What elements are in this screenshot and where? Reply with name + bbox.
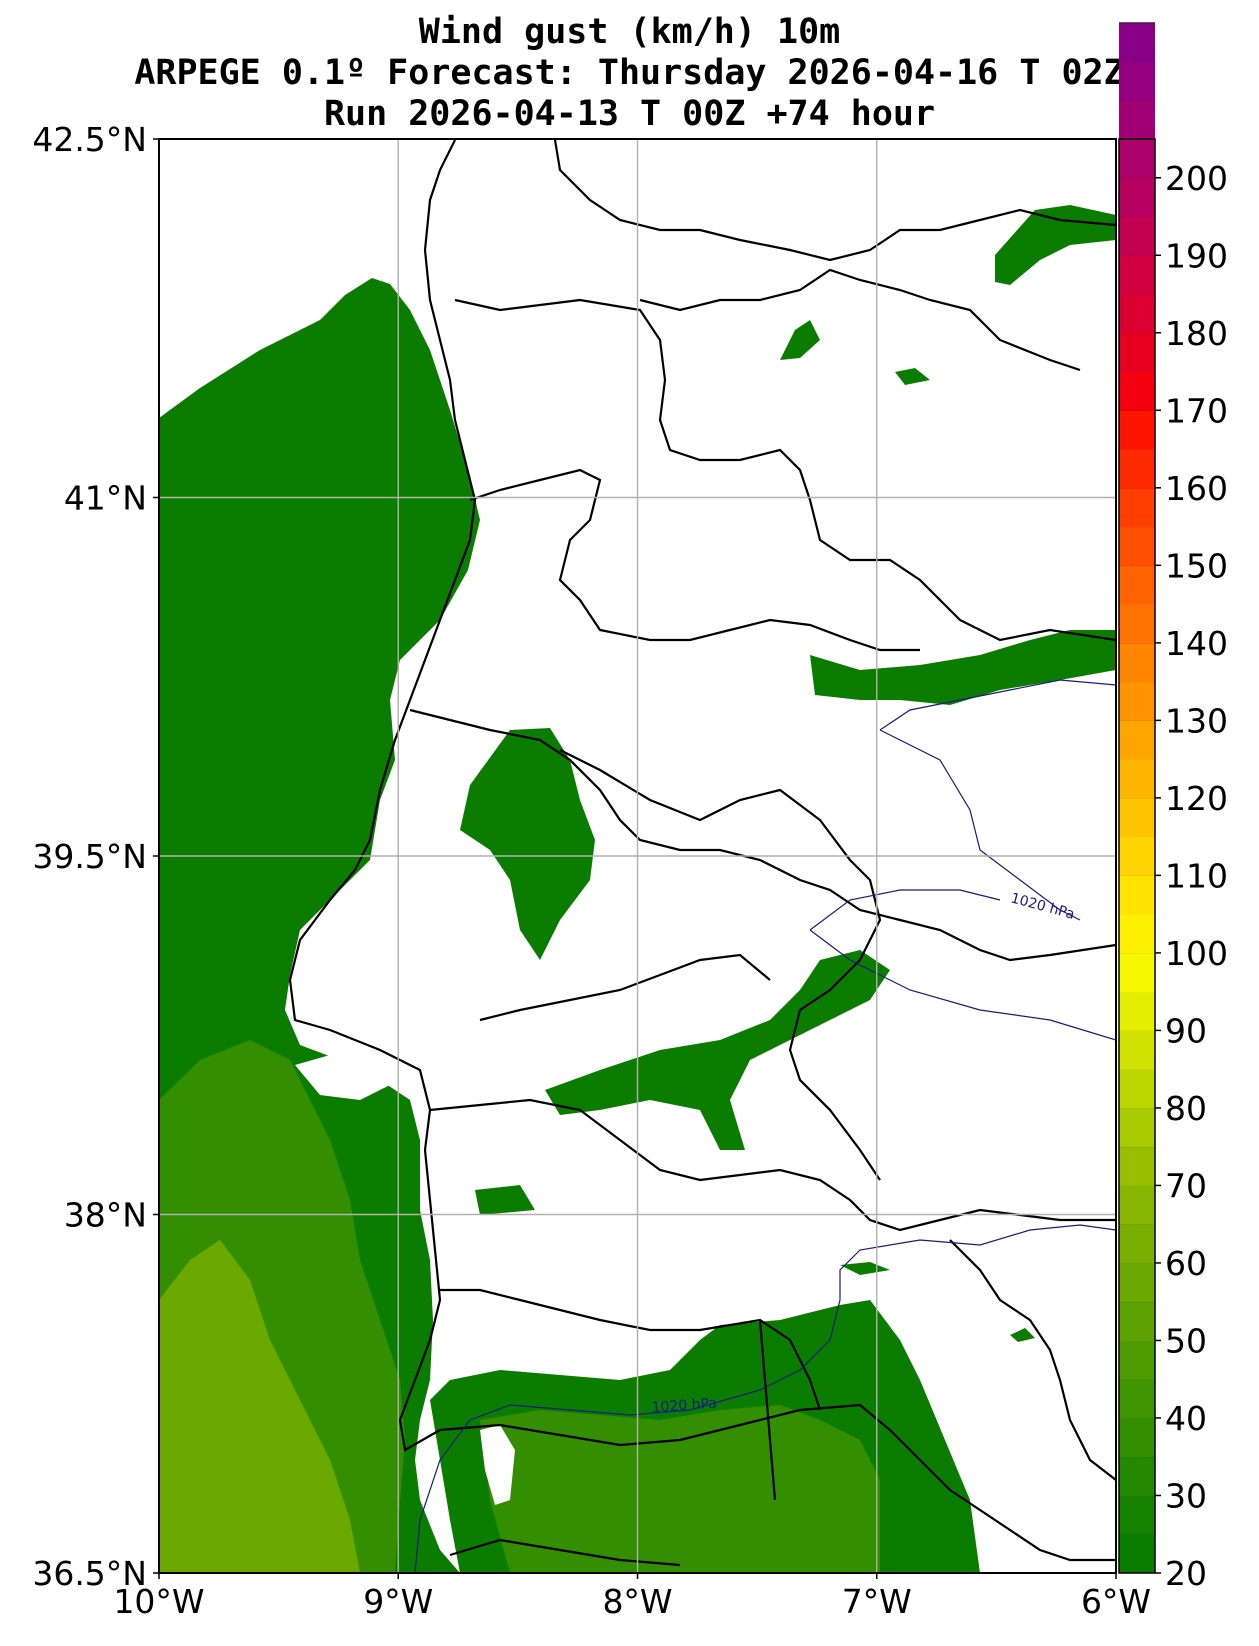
isobars [414,679,1116,1573]
colorbar-tick-label: 100 [1165,934,1228,973]
colorbar-segment [1119,487,1155,528]
y-tick-label: 41°N [64,479,147,518]
colorbar-tick-label: 20 [1165,1554,1207,1593]
colorbar-segment [1119,991,1155,1031]
colorbar-tick-label: 40 [1165,1399,1207,1438]
gust-area-small-5 [1010,1328,1035,1342]
colorbar-tick-label: 70 [1165,1166,1207,1205]
gust-area-algarve-lighter [480,1405,880,1573]
colorbar-segment [1119,139,1155,179]
isobar-label-east: 1020 hPa [1009,890,1076,922]
gust-area-alentejo [545,950,890,1150]
colorbar-segment [1119,410,1155,450]
chart-subtitle-run: Run 2026-04-13 T 00Z +74 hour [323,94,936,134]
gust-area-guadiana [810,630,1116,705]
colorbar-segment [1119,1030,1155,1070]
colorbar-segment [1119,797,1155,838]
calm-area-algarve-west [480,1425,515,1505]
gust-area-north-east [995,205,1116,285]
colorbar-tick-label: 60 [1165,1244,1207,1283]
colorbar-segment [1119,1340,1155,1380]
colorbar-tick-label: 130 [1165,701,1228,740]
x-tick-label: 9°W [363,1582,433,1621]
colorbar-segment [1119,61,1155,101]
colorbar-segment [1119,526,1155,566]
colorbar-segment [1119,565,1155,605]
colorbar-segment [1119,1495,1155,1535]
colorbar-segment [1119,604,1155,644]
chart-title: Wind gust (km/h) 10m [418,12,841,52]
colorbar-segment [1119,875,1155,915]
colorbar-segment [1119,255,1155,295]
gust-area-small-3 [475,1185,535,1215]
x-tick-label: 6°W [1081,1582,1151,1621]
chart-subtitle-forecast: ARPEGE 0.1º Forecast: Thursday 2026-04-1… [134,53,1125,93]
colorbar-tick-label: 170 [1165,391,1228,430]
gust-area-small-4 [840,1262,890,1275]
colorbar-segment [1119,294,1155,334]
colorbar-segment [1119,371,1155,411]
colorbar-segment [1119,1069,1155,1109]
colorbar-tick-label: 160 [1165,469,1228,508]
colorbar-segment [1119,1224,1155,1264]
colorbar-segment [1119,952,1155,993]
colorbar-segment [1119,449,1155,489]
colorbar-segment [1119,681,1155,721]
colorbar-segment [1119,1107,1155,1148]
gust-area-small-2 [895,368,930,385]
colorbar-tick-label: 120 [1165,779,1228,818]
colorbar-tick-label: 150 [1165,546,1228,585]
colorbar-segment [1119,1146,1155,1186]
y-tick-label: 39.5°N [32,837,147,876]
colorbar-segment [1119,642,1155,683]
colorbar-segment [1119,1456,1155,1496]
x-axis-ticks: 10°W 9°W 8°W 7°W 6°W [113,1573,1151,1621]
colorbar-segment [1119,216,1155,256]
colorbar-tick-label: 180 [1165,314,1228,353]
colorbar-tick-label: 50 [1165,1321,1207,1360]
colorbar-frame [1118,138,1156,1574]
colorbar [1118,22,1156,1574]
colorbar-segment [1119,1262,1155,1303]
y-tick-label: 36.5°N [32,1554,147,1593]
graticule [159,139,1116,1573]
calm-area-sines [295,1055,390,1100]
colorbar-segment [1119,1534,1155,1574]
colorbar-segment [1119,836,1155,876]
y-axis-ticks: 42.5°N 41°N 39.5°N 38°N 36.5°N [32,120,159,1593]
colorbar-tick-label: 140 [1165,624,1228,663]
x-tick-label: 8°W [602,1582,672,1621]
colorbar-segment [1119,177,1155,218]
map-area: 1020 hPa 1020 hPa [159,139,1116,1573]
colorbar-segment [1119,1301,1155,1341]
coastlines-borders [288,139,1116,1567]
colorbar-tick-label: 90 [1165,1011,1207,1050]
colorbar-segment [1119,1185,1155,1225]
calm-area-cascais [300,925,360,990]
y-tick-label: 42.5°N [32,120,147,159]
colorbar-tick-label: 80 [1165,1089,1207,1128]
x-tick-label: 10°W [113,1582,204,1621]
colorbar-segment [1119,1379,1155,1419]
colorbar-segment [1119,22,1155,62]
colorbar-tick-label: 200 [1165,159,1228,198]
colorbar-tick-label: 30 [1165,1476,1207,1515]
gust-area-tagus [460,728,595,960]
isobar-label-south: 1020 hPa [651,1395,717,1416]
colorbar-segment [1119,100,1155,140]
colorbar-segment [1119,1417,1155,1458]
colorbar-labels: 20 30 40 50 60 70 80 90 100 110 120 130 140 150 160 170… [1155,159,1228,1593]
x-tick-label: 7°W [842,1582,912,1621]
gust-area-ocean-lightest [159,1240,360,1573]
y-tick-label: 38°N [64,1196,147,1235]
colorbar-segment [1119,720,1155,760]
colorbar-segment [1119,759,1155,799]
colorbar-segment [1119,914,1155,954]
gust-area-small-1 [780,320,820,360]
colorbar-segment [1119,332,1155,373]
colorbar-tick-label: 110 [1165,856,1228,895]
colorbar-tick-label: 190 [1165,236,1228,275]
